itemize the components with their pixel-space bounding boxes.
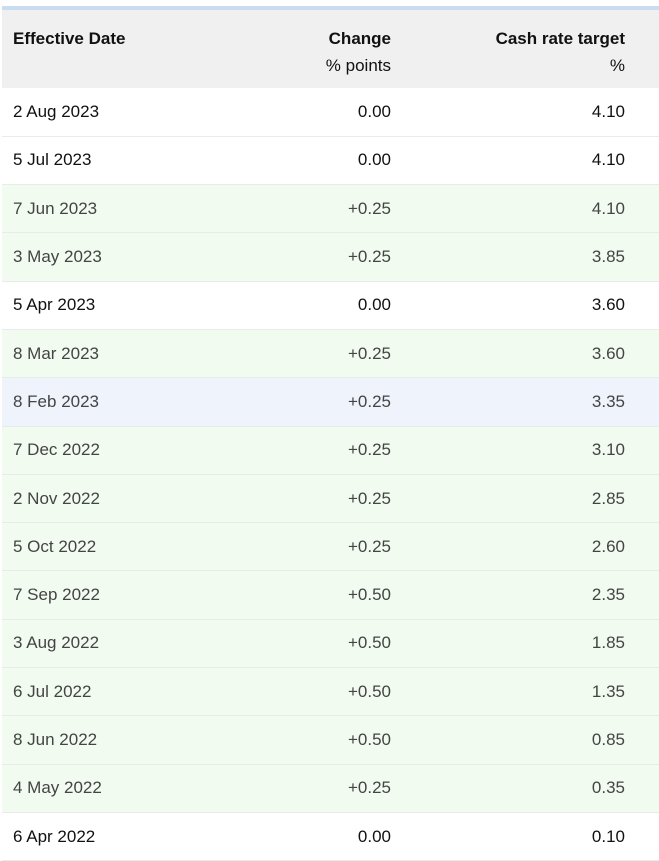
cell-effective-date: 5 Jul 2023: [2, 136, 252, 186]
cell-spacer: [634, 570, 659, 620]
table-row: 8 Jun 2022 +0.50 0.85: [2, 715, 659, 765]
header-cash-rate: Cash rate target %: [400, 10, 634, 88]
table-top-border: [2, 6, 659, 10]
cell-change: +0.25: [252, 426, 400, 475]
cell-effective-date: 3 May 2023: [2, 232, 252, 282]
table-row: 7 Sep 2022 +0.50 2.35: [2, 570, 659, 620]
cell-effective-date: 8 Jun 2022: [2, 715, 252, 765]
cell-cash-rate: 1.85: [400, 619, 634, 669]
cell-effective-date: 5 Oct 2022: [2, 522, 252, 572]
cell-spacer: [634, 88, 659, 137]
cell-change: +0.25: [252, 329, 400, 379]
cell-cash-rate: 0.35: [400, 764, 634, 813]
cell-effective-date: 7 Jun 2023: [2, 184, 252, 234]
table-row: 4 May 2022 +0.25 0.35: [2, 764, 659, 813]
cell-cash-rate: 3.35: [400, 377, 634, 427]
cell-spacer: [634, 281, 659, 330]
table-row: 2 Aug 2023 0.00 4.10: [2, 88, 659, 137]
cell-effective-date: 6 Jul 2022: [2, 667, 252, 717]
cell-spacer: [634, 812, 659, 861]
cell-cash-rate: 2.85: [400, 474, 634, 524]
cell-cash-rate: 4.10: [400, 184, 634, 234]
cell-spacer: [634, 764, 659, 813]
cell-cash-rate: 0.85: [400, 715, 634, 765]
cell-spacer: [634, 377, 659, 427]
cell-effective-date: 8 Feb 2023: [2, 377, 252, 427]
cell-change: +0.25: [252, 522, 400, 572]
cell-change: 0.00: [252, 812, 400, 861]
cell-spacer: [634, 184, 659, 234]
table-row: 8 Mar 2023 +0.25 3.60: [2, 329, 659, 379]
cell-change: +0.50: [252, 619, 400, 669]
table-row: 5 Jul 2023 0.00 4.10: [2, 136, 659, 186]
table-row: 5 Oct 2022 +0.25 2.60: [2, 522, 659, 572]
cell-spacer: [634, 522, 659, 572]
cell-change: 0.00: [252, 88, 400, 137]
cell-change: 0.00: [252, 136, 400, 186]
cell-spacer: [634, 619, 659, 669]
cell-cash-rate: 3.10: [400, 426, 634, 475]
header-effective-date: Effective Date: [2, 10, 252, 88]
table-row: 7 Dec 2022 +0.25 3.10: [2, 426, 659, 475]
header-change: Change % points: [252, 10, 400, 88]
cell-spacer: [634, 232, 659, 282]
table-row: 8 Feb 2023 +0.25 3.35: [2, 377, 659, 427]
header-row: Effective Date Change % points Cash rate…: [2, 10, 659, 88]
cell-spacer: [634, 667, 659, 717]
cell-effective-date: 4 May 2022: [2, 764, 252, 813]
cell-spacer: [634, 329, 659, 379]
table-header: Effective Date Change % points Cash rate…: [2, 10, 659, 88]
header-cash-rate-label: Cash rate target: [495, 29, 625, 48]
cell-cash-rate: 2.60: [400, 522, 634, 572]
header-change-label: Change: [328, 29, 391, 48]
cell-cash-rate: 3.60: [400, 329, 634, 379]
table-row: 7 Jun 2023 +0.25 4.10: [2, 184, 659, 234]
header-change-unit: % points: [325, 56, 391, 75]
cell-cash-rate: 4.10: [400, 88, 634, 137]
cell-spacer: [634, 715, 659, 765]
cell-change: +0.50: [252, 570, 400, 620]
cell-effective-date: 2 Nov 2022: [2, 474, 252, 524]
cell-effective-date: 6 Apr 2022: [2, 812, 252, 861]
cell-cash-rate: 2.35: [400, 570, 634, 620]
cell-change: +0.25: [252, 474, 400, 524]
cell-cash-rate: 1.35: [400, 667, 634, 717]
cell-cash-rate: 3.85: [400, 232, 634, 282]
cell-effective-date: 3 Aug 2022: [2, 619, 252, 669]
cell-effective-date: 7 Sep 2022: [2, 570, 252, 620]
cell-cash-rate: 4.10: [400, 136, 634, 186]
cash-rate-table: Effective Date Change % points Cash rate…: [2, 10, 659, 861]
header-spacer: [634, 10, 659, 88]
table-row: 6 Apr 2022 0.00 0.10: [2, 812, 659, 861]
cell-effective-date: 7 Dec 2022: [2, 426, 252, 475]
cell-effective-date: 8 Mar 2023: [2, 329, 252, 379]
table-row: 6 Jul 2022 +0.50 1.35: [2, 667, 659, 717]
cell-effective-date: 2 Aug 2023: [2, 88, 252, 137]
cell-change: +0.25: [252, 764, 400, 813]
header-effective-date-label: Effective Date: [13, 29, 126, 48]
table-body: 2 Aug 2023 0.00 4.10 5 Jul 2023 0.00 4.10 7 Ju…: [2, 88, 659, 861]
cell-change: +0.25: [252, 232, 400, 282]
cell-change: +0.25: [252, 184, 400, 234]
cell-spacer: [634, 426, 659, 475]
table-row: 2 Nov 2022 +0.25 2.85: [2, 474, 659, 524]
cell-change: +0.25: [252, 377, 400, 427]
cell-spacer: [634, 136, 659, 186]
cell-cash-rate: 3.60: [400, 281, 634, 330]
table-row: 3 May 2023 +0.25 3.85: [2, 232, 659, 282]
cell-cash-rate: 0.10: [400, 812, 634, 861]
cell-change: 0.00: [252, 281, 400, 330]
cell-spacer: [634, 474, 659, 524]
table-row: 3 Aug 2022 +0.50 1.85: [2, 619, 659, 669]
cell-effective-date: 5 Apr 2023: [2, 281, 252, 330]
table-row: 5 Apr 2023 0.00 3.60: [2, 281, 659, 330]
cell-change: +0.50: [252, 667, 400, 717]
cell-change: +0.50: [252, 715, 400, 765]
header-cash-rate-unit: %: [609, 56, 625, 75]
